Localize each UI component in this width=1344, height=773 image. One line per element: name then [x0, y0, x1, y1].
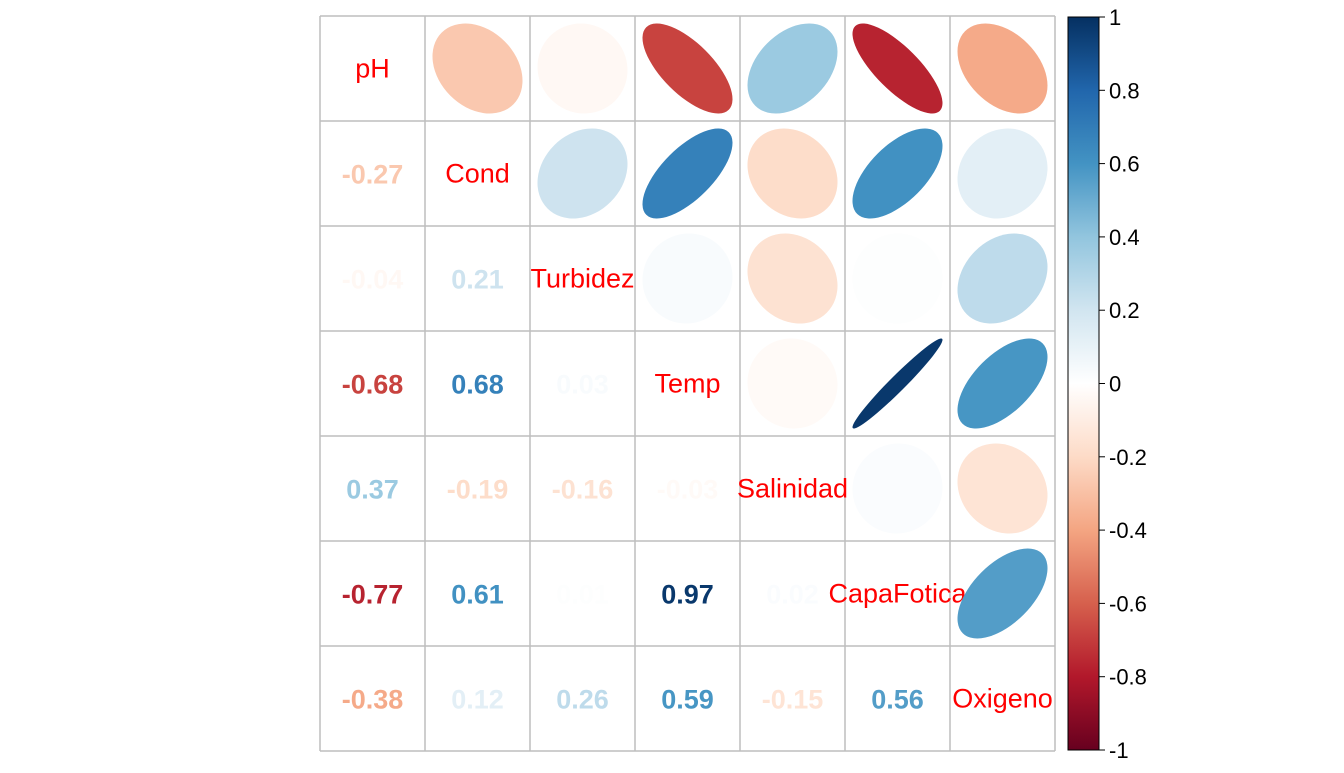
marks-layer: pH -0.27 Cond -0.04 0.21 Turbidez -0.68 0.68 0.0… [342, 23, 1053, 715]
cell-4-1 [425, 436, 530, 541]
ellipse-cond-capafotica [852, 128, 943, 219]
cell-3-3 [635, 331, 740, 436]
cell-4-3 [635, 436, 740, 541]
cell-2-1 [425, 226, 530, 331]
ellipse-cond-temp [642, 128, 733, 219]
cell-5-1 [425, 541, 530, 646]
diag-label-cond: Cond [445, 159, 510, 189]
ellipse-temp-salinidad [747, 338, 838, 429]
ellipse-ph-turbidez [537, 23, 628, 114]
coef-temp-turbidez: 0.03 [556, 370, 609, 400]
ellipse-cond-salinidad [747, 128, 838, 219]
coef-oxigeno-capafotica: 0.56 [871, 685, 924, 715]
cell-1-0 [320, 121, 425, 226]
coef-capafotica-cond: 0.61 [451, 580, 504, 610]
colorbar-tick-label: 0 [1109, 372, 1121, 397]
ellipse-salinidad-capafotica [852, 443, 943, 534]
coef-oxigeno-cond: 0.12 [451, 685, 504, 715]
colorbar-tick-label: 0.4 [1109, 225, 1140, 250]
cell-3-2 [530, 331, 635, 436]
ellipse-ph-cond [432, 23, 523, 114]
coef-salinidad-cond: -0.19 [447, 475, 509, 505]
cell-0-0 [320, 16, 425, 121]
coef-temp-cond: 0.68 [451, 370, 504, 400]
colorbar-tick-label: -0.2 [1109, 445, 1147, 470]
diag-label-turbidez: Turbidez [530, 264, 634, 294]
ellipse-temp-capafotica [852, 338, 943, 429]
cell-2-0 [320, 226, 425, 331]
ellipse-ph-oxigeno [957, 23, 1048, 114]
coef-turbidez-ph: -0.04 [342, 265, 404, 295]
coef-capafotica-turbidez: 0.01 [556, 580, 609, 610]
ellipse-turbidez-temp [642, 233, 733, 324]
ellipse-temp-oxigeno [957, 338, 1048, 429]
ellipse-ph-temp [642, 23, 733, 114]
cell-3-1 [425, 331, 530, 436]
cell-6-4 [740, 646, 845, 751]
coef-oxigeno-salinidad: -0.15 [762, 685, 824, 715]
coef-oxigeno-turbidez: 0.26 [556, 685, 609, 715]
coef-salinidad-ph: 0.37 [346, 475, 399, 505]
coef-salinidad-turbidez: -0.16 [552, 475, 614, 505]
colorbar-tick-label: 1 [1109, 5, 1121, 30]
colorbar-tick-label: 0.8 [1109, 78, 1140, 103]
ellipse-salinidad-oxigeno [957, 443, 1048, 534]
cell-2-2 [530, 226, 635, 331]
ellipse-turbidez-salinidad [747, 233, 838, 324]
coef-cond-ph: -0.27 [342, 160, 404, 190]
ellipse-cond-oxigeno [957, 128, 1048, 219]
cell-6-6 [950, 646, 1055, 751]
coef-temp-ph: -0.68 [342, 370, 404, 400]
diag-label-oxigeno: Oxigeno [952, 684, 1053, 714]
ellipse-ph-salinidad [747, 23, 838, 114]
cell-3-0 [320, 331, 425, 436]
cell-4-4 [740, 436, 845, 541]
cell-5-0 [320, 541, 425, 646]
coef-capafotica-temp: 0.97 [661, 580, 714, 610]
colorbar-tick-label: -0.4 [1109, 518, 1147, 543]
cell-5-4 [740, 541, 845, 646]
cell-5-2 [530, 541, 635, 646]
cell-5-3 [635, 541, 740, 646]
ellipse-turbidez-capafotica [852, 233, 943, 324]
diag-label-salinidad: Salinidad [737, 474, 848, 504]
diag-label-ph: pH [355, 54, 390, 84]
coef-capafotica-salinidad: 0.02 [766, 580, 819, 610]
cell-6-1 [425, 646, 530, 751]
colorbar-gradient [1067, 16, 1100, 751]
coef-capafotica-ph: -0.77 [342, 580, 404, 610]
diag-label-capafotica: CapaFotica [828, 579, 967, 609]
cell-6-0 [320, 646, 425, 751]
diag-label-temp: Temp [654, 369, 720, 399]
ellipse-ph-capafotica [852, 23, 943, 114]
cell-1-1 [425, 121, 530, 226]
colorbar-tick-label: -0.6 [1109, 591, 1147, 616]
coef-oxigeno-temp: 0.59 [661, 685, 714, 715]
coef-oxigeno-ph: -0.38 [342, 685, 404, 715]
colorbar-tick-label: -0.8 [1109, 665, 1147, 690]
cell-4-2 [530, 436, 635, 541]
cell-6-2 [530, 646, 635, 751]
cell-6-5 [845, 646, 950, 751]
grid-layer [319, 15, 1056, 752]
colorbar-tick-label: 0.6 [1109, 152, 1140, 177]
colorbar: 1 0.8 0.6 0.4 0.2 0 -0.2 -0.4 -0.6 -0.8 -1 [1067, 5, 1147, 763]
cell-4-0 [320, 436, 425, 541]
ellipse-turbidez-oxigeno [957, 233, 1048, 324]
coef-turbidez-cond: 0.21 [451, 265, 504, 295]
colorbar-tick-label: 0.2 [1109, 298, 1140, 323]
coef-salinidad-temp: -0.03 [657, 475, 719, 505]
cell-5-5 [845, 541, 950, 646]
colorbar-tick-label: -1 [1109, 738, 1129, 763]
ellipse-cond-turbidez [537, 128, 628, 219]
cell-6-3 [635, 646, 740, 751]
ellipse-capafotica-oxigeno [957, 548, 1048, 639]
